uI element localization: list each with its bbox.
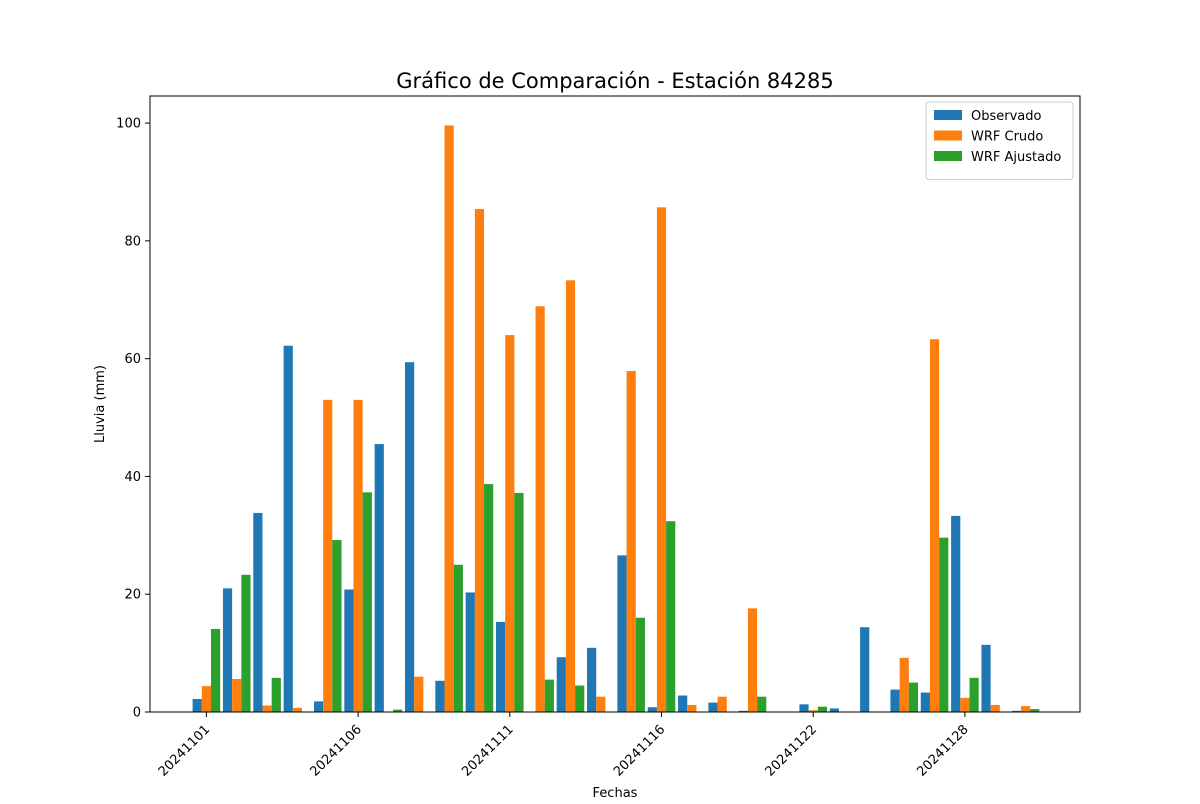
bar xyxy=(666,521,676,712)
bar xyxy=(708,702,718,712)
x-tick-label: 20241128 xyxy=(914,722,971,779)
bar xyxy=(908,682,919,712)
bar xyxy=(678,695,688,712)
bar xyxy=(323,399,333,712)
bar xyxy=(313,701,324,712)
legend-label: WRF Crudo xyxy=(971,130,1043,145)
x-tick-label: 20241122 xyxy=(763,722,820,779)
bar xyxy=(453,564,463,712)
y-tick-label: 20 xyxy=(124,588,141,603)
legend-swatch xyxy=(934,151,962,161)
bar xyxy=(556,657,566,712)
bar xyxy=(544,679,554,712)
y-tick-label: 40 xyxy=(124,470,141,485)
bar xyxy=(232,679,242,712)
bar xyxy=(808,710,818,712)
bar xyxy=(799,704,809,712)
bar xyxy=(951,515,961,712)
chart-title: Gráfico de Comparación - Estación 84285 xyxy=(396,69,833,93)
bar xyxy=(332,540,342,712)
bar xyxy=(201,686,211,712)
bar xyxy=(717,696,727,712)
bar xyxy=(565,280,576,712)
bar xyxy=(514,492,524,712)
bar xyxy=(474,209,485,712)
bar xyxy=(484,484,494,712)
bar xyxy=(738,710,748,712)
bar xyxy=(435,680,445,712)
x-axis: 20241101 20241106 20241111 20241116 20241122… xyxy=(156,712,972,780)
bar xyxy=(444,125,454,712)
bar xyxy=(981,644,991,712)
bar xyxy=(687,704,697,712)
bar xyxy=(596,696,606,712)
bar xyxy=(241,574,251,712)
x-axis-label: Fechas xyxy=(593,786,638,800)
bar xyxy=(505,335,515,712)
bar xyxy=(617,555,627,712)
bar xyxy=(969,677,979,712)
legend-swatch xyxy=(934,130,962,141)
bar xyxy=(635,617,645,712)
y-tick-label: 80 xyxy=(124,234,141,249)
bar xyxy=(899,657,909,712)
bar xyxy=(374,444,384,712)
bar xyxy=(496,621,506,712)
bar xyxy=(1011,710,1021,712)
bar xyxy=(890,689,900,712)
x-tick-label: 20241111 xyxy=(459,722,516,779)
legend-box xyxy=(925,101,1074,180)
x-tick-label: 20241116 xyxy=(611,722,668,779)
bar xyxy=(192,699,202,712)
bar xyxy=(283,345,293,712)
bars-layer xyxy=(192,125,1040,713)
bar xyxy=(1030,709,1040,712)
bar xyxy=(587,647,597,712)
bar xyxy=(292,707,303,712)
bar xyxy=(404,362,415,712)
bar xyxy=(829,708,839,712)
bar xyxy=(960,697,970,712)
bar xyxy=(414,676,424,712)
bar xyxy=(353,399,363,712)
bar xyxy=(647,707,657,712)
bar xyxy=(860,627,870,712)
bar xyxy=(817,706,827,712)
bar xyxy=(1020,706,1031,712)
y-tick-label: 0 xyxy=(133,706,141,721)
legend-swatch xyxy=(934,110,962,120)
bar xyxy=(939,537,949,712)
bar xyxy=(393,709,403,712)
bar xyxy=(222,588,233,712)
bar xyxy=(344,589,354,712)
x-tick-label: 20241101 xyxy=(156,722,213,779)
y-axis-label: Lluvia (mm) xyxy=(93,365,108,443)
bar xyxy=(920,692,930,712)
bar xyxy=(929,339,940,712)
legend-label: WRF Ajustado xyxy=(971,150,1061,165)
x-tick-label: 20241106 xyxy=(308,722,365,779)
bar xyxy=(535,306,545,712)
bar xyxy=(575,685,585,712)
bar xyxy=(271,677,281,712)
bar xyxy=(757,696,767,712)
bar xyxy=(465,592,475,712)
bar xyxy=(253,512,263,712)
legend: Observado WRF Crudo WRF Ajustado xyxy=(925,101,1074,180)
bar xyxy=(211,628,221,712)
legend-label: Observado xyxy=(971,109,1042,124)
bar xyxy=(656,207,667,713)
plot-area-frame xyxy=(149,95,1081,713)
y-axis: 0 20 40 60 80 100 xyxy=(116,117,150,721)
bar xyxy=(747,608,758,712)
y-tick-label: 100 xyxy=(116,117,141,132)
y-tick-label: 60 xyxy=(124,352,141,367)
bar xyxy=(990,704,1000,712)
bar xyxy=(626,371,636,712)
bar xyxy=(362,492,372,712)
bar xyxy=(262,705,272,712)
